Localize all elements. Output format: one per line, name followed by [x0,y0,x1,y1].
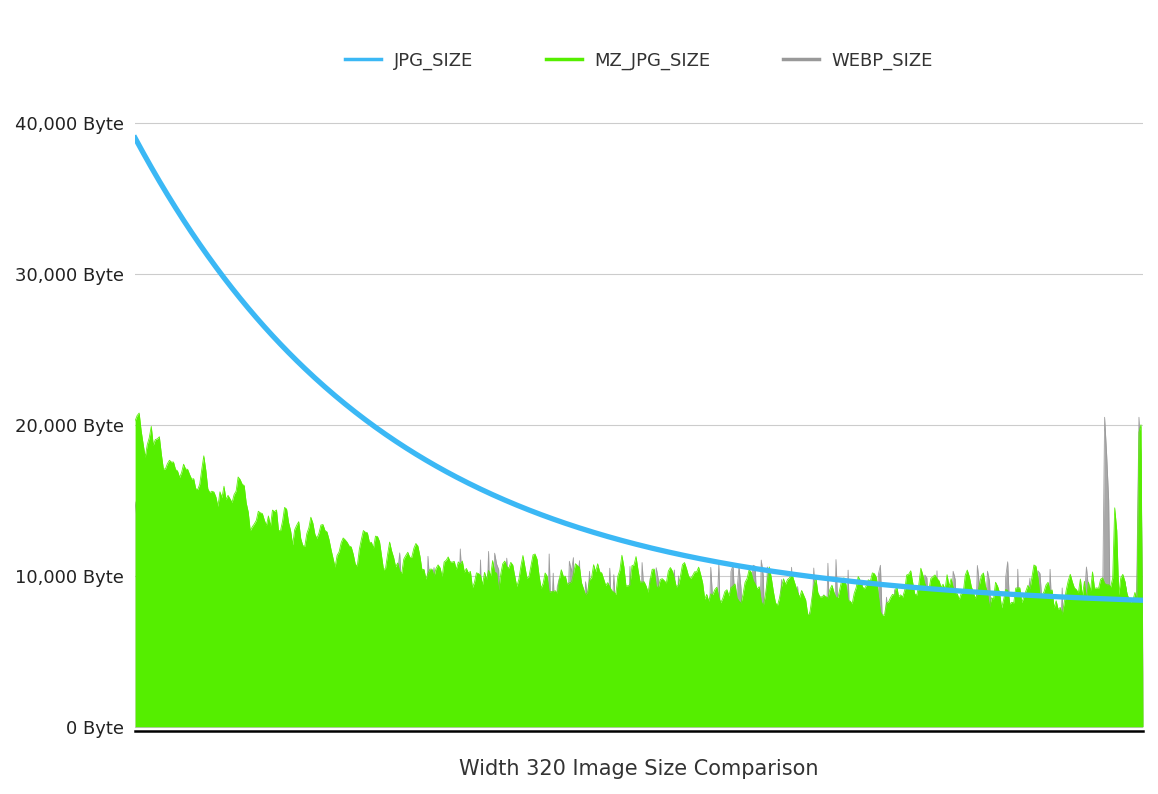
X-axis label: Width 320 Image Size Comparison: Width 320 Image Size Comparison [460,759,819,779]
Legend: JPG_SIZE, MZ_JPG_SIZE, WEBP_SIZE: JPG_SIZE, MZ_JPG_SIZE, WEBP_SIZE [338,44,940,77]
